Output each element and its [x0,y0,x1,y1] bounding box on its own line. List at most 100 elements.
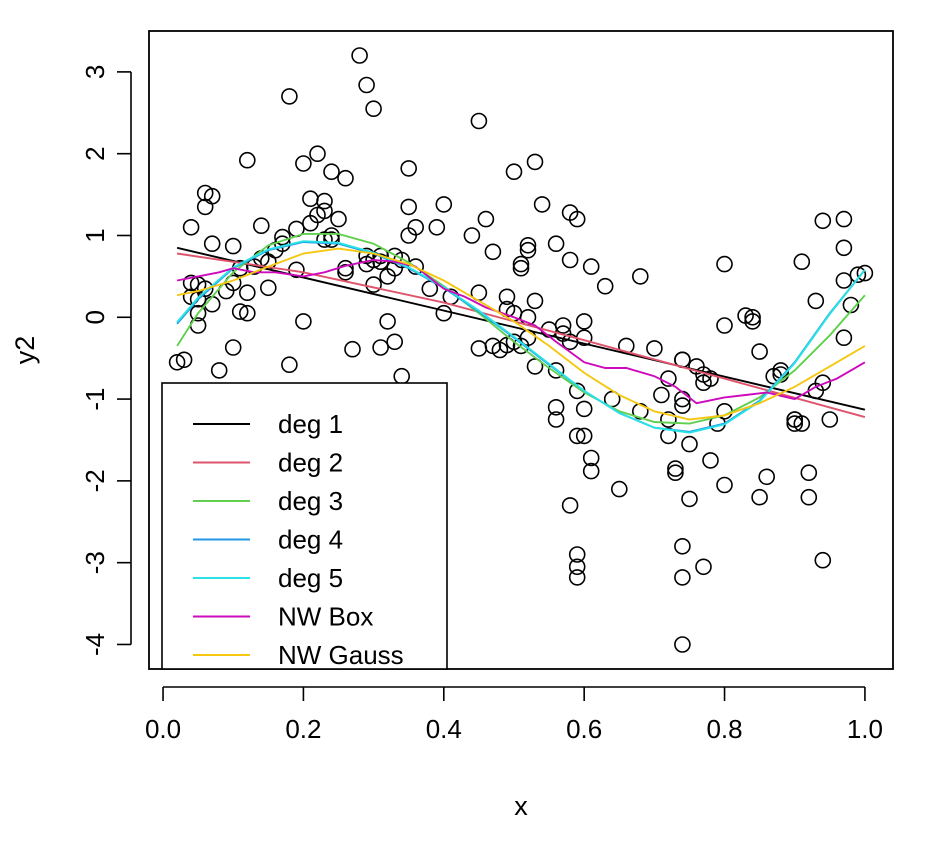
data-point [281,356,298,374]
data-point [849,266,867,284]
data-point [568,427,586,445]
data-point [674,397,691,414]
data-point [182,274,200,292]
data-point [793,253,811,271]
data-point [800,464,818,482]
data-point [547,398,565,416]
data-point [568,210,586,228]
data-point [295,155,312,172]
series-line-7 [176,247,866,421]
data-point [400,198,418,216]
data-point [751,488,768,506]
data-point [295,313,312,330]
data-point [379,313,396,330]
data-point [533,196,551,213]
data-point [568,569,586,586]
data-point [203,235,221,252]
data-point [786,415,804,432]
y-tick-label: -4 [80,633,110,656]
data-point [716,317,733,334]
data-point [252,217,270,234]
series-line-3 [176,232,866,425]
data-point [463,227,481,244]
x-tick-label: 0.8 [706,714,742,744]
data-point [674,390,691,408]
data-point [477,210,495,228]
series-line-5 [176,240,866,434]
x-tick-label: 0.0 [145,714,181,744]
data-point [568,558,586,576]
x-tick-label: 1.0 [847,714,883,744]
data-point [575,427,593,445]
data-point [330,210,347,228]
data-point [758,468,776,486]
data-point [512,259,530,277]
data-point [674,636,691,653]
data-point [582,449,600,467]
data-point [807,292,825,310]
data-point [372,339,389,356]
data-point [168,353,186,371]
legend-label: deg 1 [278,409,343,439]
y-tick-label: 0 [80,310,110,324]
series-line-6 [176,259,866,405]
data-point [435,196,453,213]
legend-label: NW Gauss [278,640,404,670]
y-tick-label: 3 [80,65,110,79]
legend-label: deg 5 [278,563,343,593]
data-point [582,258,600,275]
data-point [702,452,719,469]
data-point [561,251,579,269]
data-point [407,219,425,236]
data-point [239,304,256,322]
y-axis: -4 -3 -2 -1 0 1 2 3 [80,65,132,656]
x-tick-label: 0.6 [566,714,602,744]
legend-label: deg 4 [278,525,343,555]
data-point [323,163,340,180]
data-point [358,76,375,94]
fit-lines [176,232,866,434]
data-point [821,411,839,428]
data-point [210,362,228,379]
data-point [351,47,368,64]
x-tick-label: 0.2 [285,714,321,744]
data-point [323,231,340,248]
data-point [695,558,712,576]
data-point [547,411,565,428]
data-point [660,411,677,428]
data-point [435,304,453,322]
y-tick-label: -2 [80,469,110,492]
data-point [674,569,691,586]
data-point [582,462,600,480]
data-point [400,160,418,177]
data-point [175,351,193,369]
legend-box [161,382,448,670]
data-point [814,551,832,569]
legend-label: deg 2 [278,448,343,478]
data-point [259,279,277,297]
data-point [800,488,818,506]
data-point [189,304,207,322]
x-axis-title: x [514,791,528,821]
data-point [344,340,361,358]
data-point [519,237,537,254]
data-point [554,317,572,334]
data-point [239,284,256,302]
y-tick-label: -3 [80,551,110,574]
data-point [470,112,488,130]
data-point [526,292,544,310]
data-point [716,255,733,273]
data-point [835,272,853,289]
data-point [653,386,670,404]
y-tick-label: 1 [80,228,110,242]
data-point [498,288,516,306]
data-point [835,329,853,347]
data-point [386,333,404,351]
y-tick-label: -1 [80,388,110,411]
data-point [575,400,593,418]
data-point [337,169,354,187]
data-point [365,100,382,117]
data-point [526,358,544,375]
data-point [575,313,593,330]
